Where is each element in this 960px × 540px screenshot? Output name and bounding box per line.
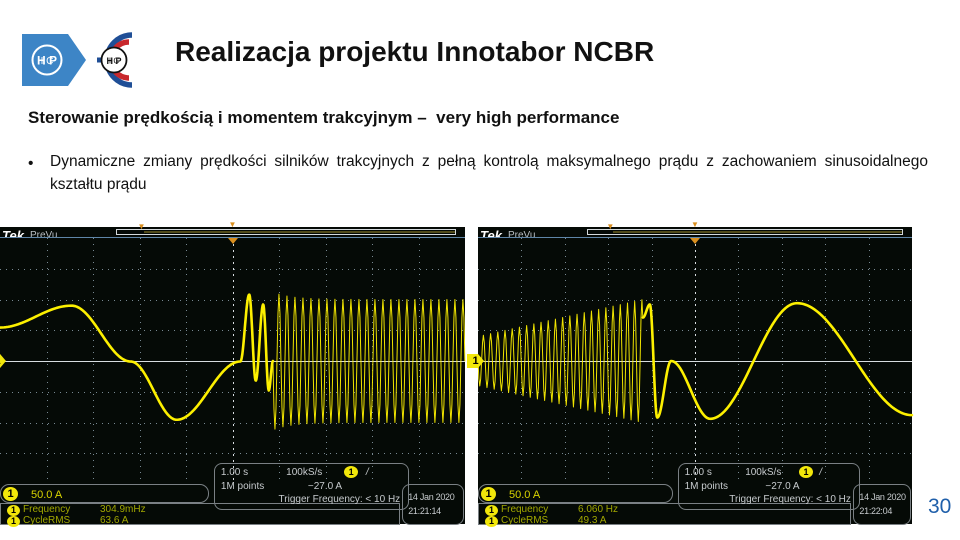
svg-text:I C: I C bbox=[41, 56, 54, 67]
svg-text:I C: I C bbox=[109, 57, 119, 66]
